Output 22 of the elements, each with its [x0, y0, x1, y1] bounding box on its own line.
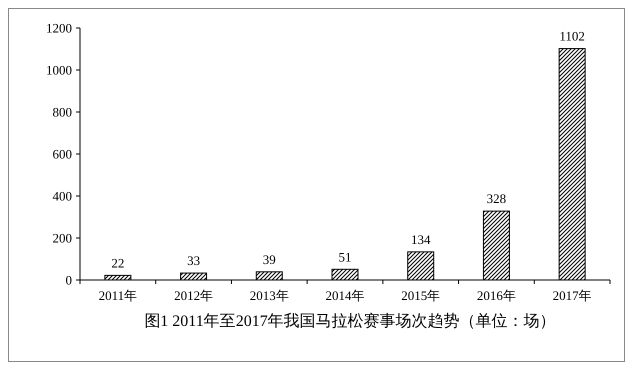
x-tick-label: 2015年 — [401, 288, 440, 303]
y-tick-label: 200 — [52, 230, 72, 246]
x-tick-label: 2013年 — [250, 288, 289, 303]
data-label: 33 — [187, 253, 200, 268]
y-tick-label: 800 — [52, 104, 72, 120]
data-label: 1102 — [559, 28, 585, 44]
data-label: 39 — [262, 252, 276, 267]
y-tick-label: 600 — [52, 146, 72, 162]
text: 图1 2011年至2017年我国马拉松赛事场次趋势（单位：场） — [144, 312, 556, 330]
x-tick-label: 2011年 — [98, 288, 138, 303]
y-tick-label: 1200 — [46, 20, 72, 36]
x-tick-label: 2016年 — [476, 288, 516, 303]
data-label: 51 — [338, 249, 352, 264]
y-tick-label: 1000 — [46, 62, 72, 78]
x-tick-label: 2017年 — [552, 288, 592, 303]
data-label: 328 — [486, 191, 506, 206]
x-tick-label: 2014年 — [326, 288, 364, 303]
x-tick-label: 2012年 — [174, 288, 214, 303]
data-label: 134 — [410, 232, 431, 247]
y-tick-label: 400 — [52, 188, 72, 204]
y-tick-label: 0 — [66, 272, 72, 288]
data-label: 22 — [111, 255, 124, 270]
